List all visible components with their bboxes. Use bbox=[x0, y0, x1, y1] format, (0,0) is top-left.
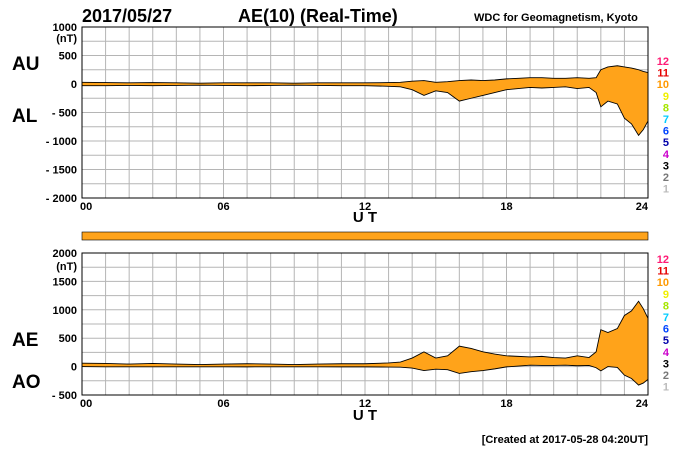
au-al-y-ticks: 1000 500 0 - 500 - 1000 - 1500 - 2000 bbox=[46, 22, 77, 205]
y-tick-label: - 500 bbox=[52, 108, 77, 120]
station-count-label: 10 bbox=[657, 277, 669, 289]
station-count-label: 9 bbox=[663, 289, 669, 301]
y-tick-label: - 1500 bbox=[46, 165, 77, 177]
y-tick-label: - 1000 bbox=[46, 136, 77, 148]
au-side-label: AU bbox=[12, 54, 39, 75]
x-tick-label: 18 bbox=[500, 201, 512, 213]
au-al-plot-frame bbox=[81, 26, 649, 199]
y-tick-label: 0 bbox=[71, 79, 77, 91]
ae-ao-y-ticks: 2000 1500 1000 500 0 - 500 bbox=[52, 248, 77, 402]
station-count-label: 5 bbox=[663, 137, 669, 149]
x-tick-label: 00 bbox=[80, 201, 92, 213]
ae-ao-series bbox=[81, 300, 649, 386]
au-al-x-axis-label: U T bbox=[353, 209, 377, 226]
station-count-label: 8 bbox=[663, 102, 669, 114]
source-label: WDC for Geomagnetism, Kyoto bbox=[474, 12, 638, 24]
au-al-series bbox=[81, 65, 649, 137]
created-timestamp: [Created at 2017-05-28 04:20UT] bbox=[482, 434, 649, 446]
au-al-y-unit: (nT) bbox=[56, 33, 77, 45]
station-count-label: 12 bbox=[657, 56, 669, 68]
series-line-al bbox=[82, 84, 649, 137]
station-count-label: 11 bbox=[657, 68, 669, 80]
series-line-au bbox=[81, 65, 649, 84]
station-count-label: 3 bbox=[663, 160, 669, 172]
station-count-label: 7 bbox=[663, 114, 669, 126]
ae-ao-plot-frame bbox=[81, 252, 649, 396]
station-count-bar bbox=[81, 231, 649, 241]
station-count-label: 4 bbox=[663, 149, 670, 161]
y-tick-label: 500 bbox=[59, 333, 77, 345]
ae-ao-y-unit: (nT) bbox=[56, 261, 77, 273]
y-tick-label: 1000 bbox=[53, 22, 77, 34]
station-count-label: 2 bbox=[663, 172, 669, 184]
y-tick-label: 2000 bbox=[53, 248, 77, 260]
ae-side-label: AE bbox=[12, 330, 38, 351]
x-tick-label: 12 bbox=[359, 201, 371, 213]
station-count-label: 6 bbox=[663, 324, 669, 336]
station-count-label: 6 bbox=[663, 126, 669, 138]
station-count-label: 4 bbox=[663, 347, 670, 359]
station-count-label: 3 bbox=[663, 358, 669, 370]
x-tick-label: 18 bbox=[500, 398, 512, 410]
date-title: 2017/05/27 bbox=[82, 6, 172, 26]
station-count-label: 12 bbox=[657, 254, 669, 266]
y-tick-label: 0 bbox=[71, 362, 77, 374]
y-tick-label: - 2000 bbox=[46, 193, 77, 205]
au-al-x-ticks: 00 06 12 18 24 bbox=[80, 201, 649, 213]
station-count-label: 1 bbox=[663, 382, 669, 394]
ae-ao-x-ticks: 00 06 12 18 24 bbox=[80, 398, 649, 410]
station-count-label: 8 bbox=[663, 300, 669, 312]
y-tick-label: 1000 bbox=[53, 305, 77, 317]
station-count-label: 7 bbox=[663, 312, 669, 324]
station-count-label: 2 bbox=[663, 370, 669, 382]
x-tick-label: 12 bbox=[359, 398, 371, 410]
ae-ao-grid bbox=[82, 253, 648, 395]
series-line-ae bbox=[81, 300, 649, 366]
series-line-ao bbox=[81, 364, 649, 386]
x-tick-label: 00 bbox=[80, 398, 92, 410]
station-count-label: 1 bbox=[663, 184, 669, 196]
index-title: AE(10) (Real-Time) bbox=[238, 6, 398, 26]
y-tick-label: 1500 bbox=[53, 276, 77, 288]
ae-ao-x-axis-label: U T bbox=[353, 407, 377, 424]
y-tick-label: 500 bbox=[59, 51, 77, 63]
y-tick-label: - 500 bbox=[52, 390, 77, 402]
station-count-label: 11 bbox=[657, 266, 669, 278]
x-tick-label: 24 bbox=[636, 398, 649, 410]
x-tick-label: 24 bbox=[636, 201, 649, 213]
x-tick-label: 06 bbox=[217, 398, 229, 410]
station-count-label: 5 bbox=[663, 335, 669, 347]
al-side-label: AL bbox=[12, 106, 38, 127]
au-al-grid bbox=[82, 27, 648, 198]
station-count-label: 10 bbox=[657, 79, 669, 91]
ao-side-label: AO bbox=[12, 372, 41, 393]
x-tick-label: 06 bbox=[217, 201, 229, 213]
station-count-label: 9 bbox=[663, 91, 669, 103]
